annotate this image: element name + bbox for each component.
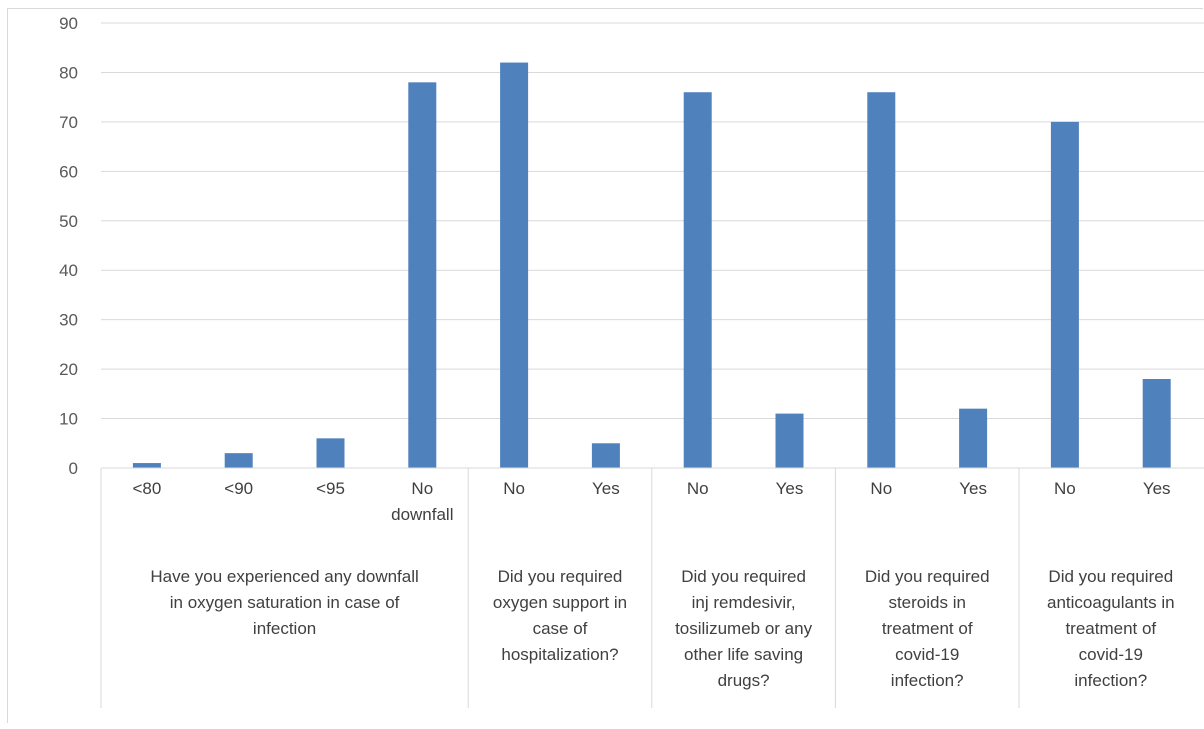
bar [224,453,253,468]
y-axis-tick-labels: 0 10 20 30 40 50 60 70 80 90 [59,14,78,478]
group-label: treatment of [1065,619,1156,638]
group-label: Did you required [865,567,990,586]
group-label: Did you required [1048,567,1173,586]
bar [683,92,712,468]
bar [959,408,988,468]
y-tick-label: 90 [59,14,78,33]
category-label: Yes [776,479,804,498]
bar [867,92,896,468]
x-axis [100,467,1204,708]
y-tick-label: 80 [59,63,78,82]
group-label: other life saving [684,645,803,664]
bars [132,62,1171,469]
bar [132,463,161,468]
group-label: treatment of [882,619,973,638]
category-label: No [870,479,892,498]
bar [500,62,529,469]
category-label: No [1054,479,1076,498]
bar [1142,379,1171,468]
group-label: covid-19 [895,645,959,664]
bar [591,443,620,468]
group-label: infection [253,619,316,638]
bar [1050,121,1079,468]
category-label: <90 [224,479,253,498]
y-tick-label: 50 [59,212,78,231]
group-label: hospitalization? [501,645,618,664]
category-label: <80 [132,479,161,498]
group-label: covid-19 [1079,645,1143,664]
category-label: No [411,479,433,498]
group-label: tosilizumeb or any [675,619,813,638]
bar [408,82,437,468]
group-label: case of [533,619,588,638]
category-label: No [503,479,525,498]
y-tick-label: 30 [59,311,78,330]
group-label: infection? [1074,671,1147,690]
group-label: inj remdesivir, [692,593,796,612]
y-tick-label: 60 [59,162,78,181]
group-label: steroids in [888,593,965,612]
bar [775,413,804,468]
y-tick-label: 40 [59,261,78,280]
gridlines [101,22,1204,420]
y-tick-label: 20 [59,360,78,379]
y-tick-label: 0 [69,459,78,478]
group-labels: Have you experienced any downfall in oxyg… [150,567,1174,690]
group-label: infection? [891,671,964,690]
group-label: Did you required [498,567,623,586]
category-label: <95 [316,479,345,498]
group-label: in oxygen saturation in case of [170,593,400,612]
group-label: drugs? [718,671,770,690]
category-label: Yes [592,479,620,498]
category-labels: <80 <90 <95 No downfall No Yes No Yes No Yes No Yes [132,479,1170,524]
group-label: oxygen support in [493,593,627,612]
category-label: Yes [1143,479,1171,498]
bar [316,438,345,468]
category-label: Yes [959,479,987,498]
y-tick-label: 10 [59,410,78,429]
category-label: downfall [391,505,453,524]
category-label: No [687,479,709,498]
group-label: anticoagulants in [1047,593,1175,612]
group-label: Have you experienced any downfall [150,567,418,586]
chart-frame [7,8,1203,723]
group-label: Did you required [681,567,806,586]
y-tick-label: 70 [59,113,78,132]
